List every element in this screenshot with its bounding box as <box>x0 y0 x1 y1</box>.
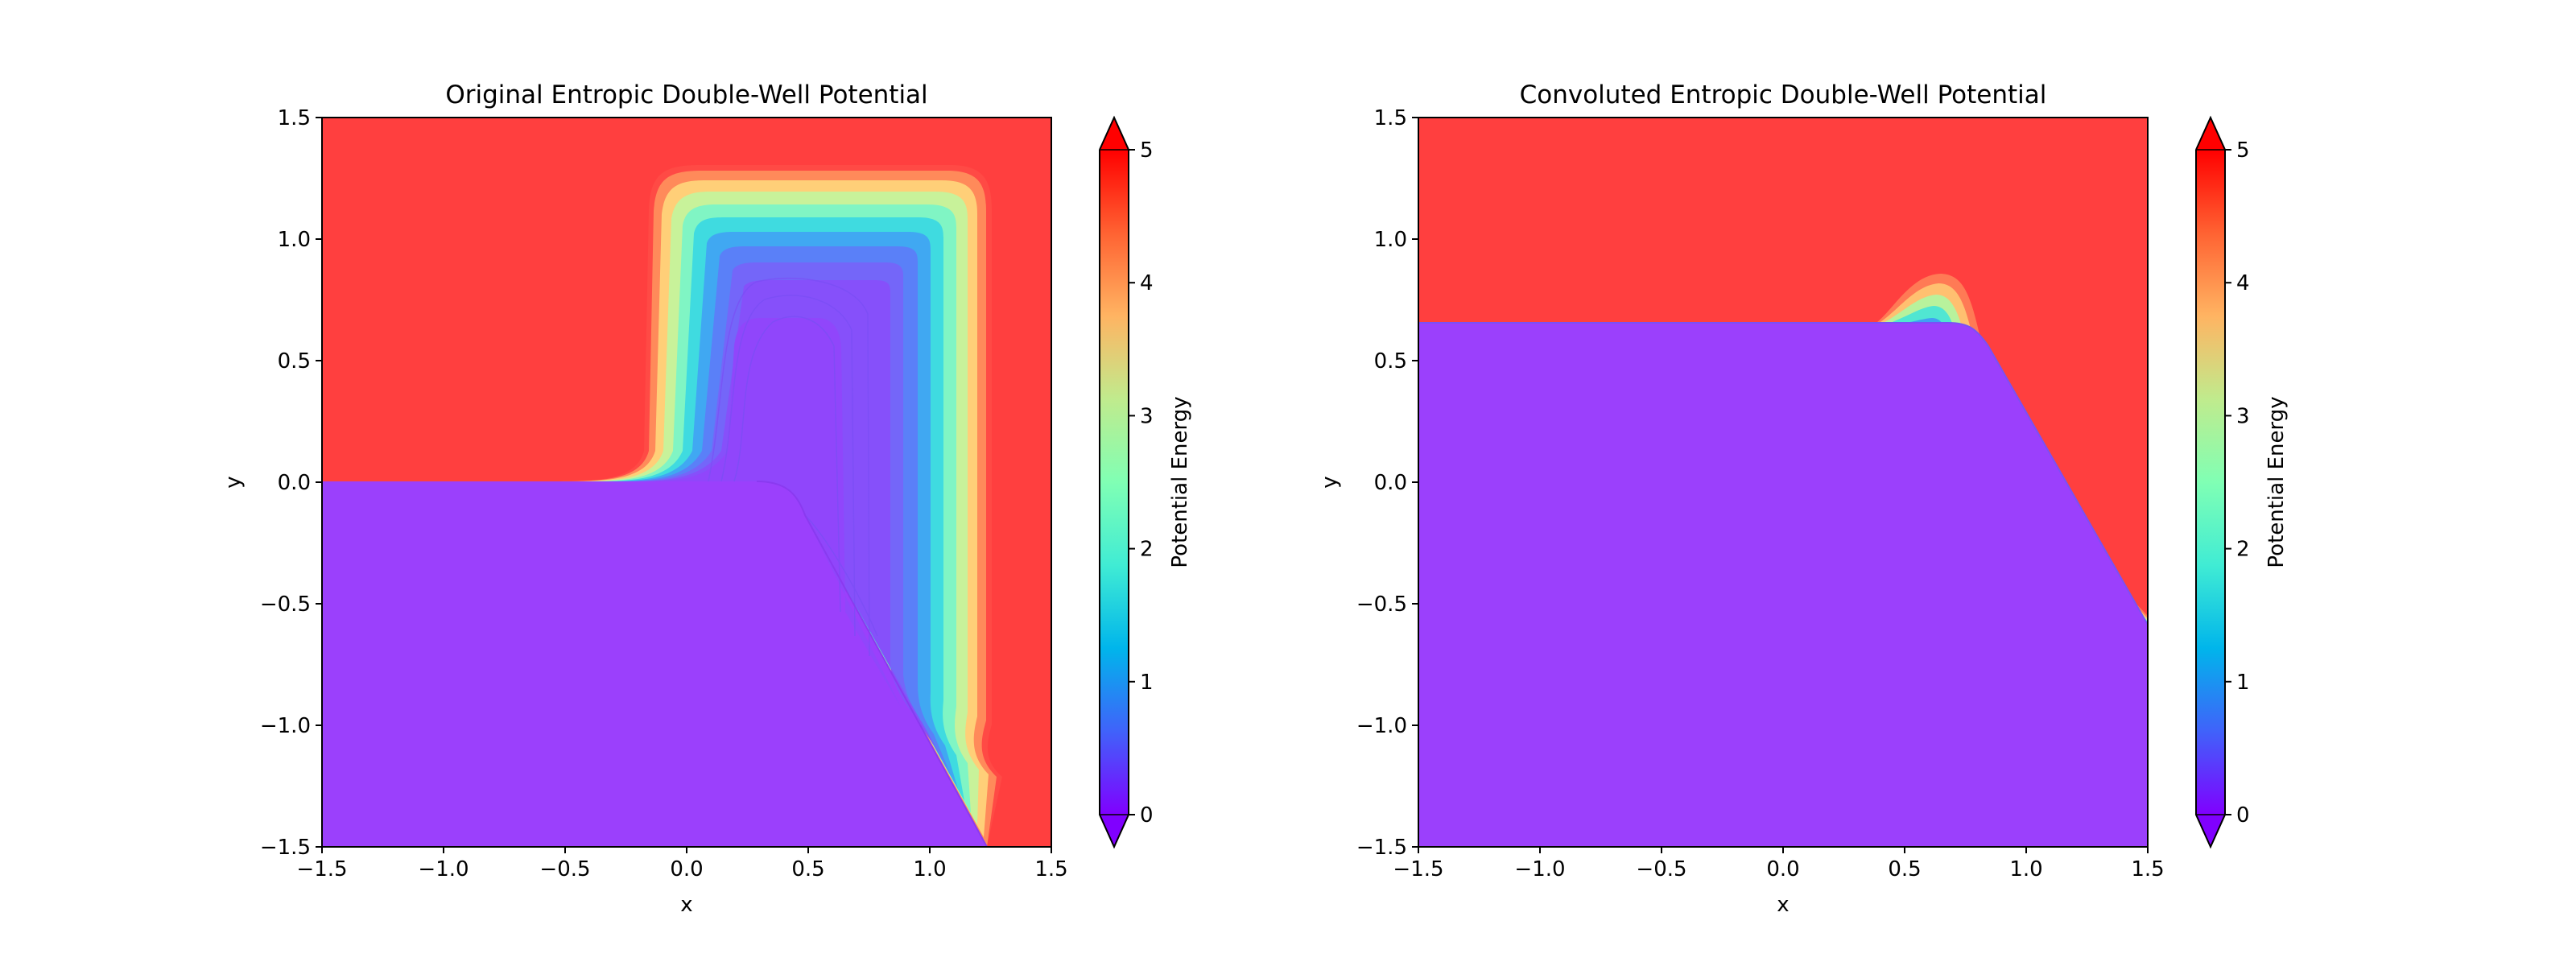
x-tick-label: −1.5 <box>1393 857 1443 881</box>
colorbar-label: Potential Energy <box>1168 396 1192 568</box>
colorbar-tick-label: 4 <box>1140 271 1154 295</box>
y-tick-label: −1.5 <box>1356 836 1407 860</box>
low-energy-region <box>1418 322 2148 847</box>
colorbar-extend-max <box>1098 116 1130 151</box>
plot-area <box>322 118 1051 847</box>
axis-ticks: −1.5 −1.0 −0.5 0.0 0.5 1.0 1.5 −1.5 −1.0 −0.5 0.0 0… <box>1356 106 2165 881</box>
x-tick-label: 1.5 <box>2131 857 2164 881</box>
contour-lines <box>708 277 878 657</box>
x-tick-label: 1.0 <box>913 857 946 881</box>
chart-title: Original Entropic Double-Well Potential <box>445 80 927 109</box>
x-tick-label: 0.0 <box>670 857 703 881</box>
colorbar-extend-min <box>1098 814 1130 848</box>
colorbar-tick-label: 1 <box>2236 671 2250 695</box>
x-tick-label: 0.5 <box>791 857 824 881</box>
colorbar-ticks: 0 1 2 3 4 5 <box>1129 138 1154 828</box>
x-tick-label: 1.0 <box>2009 857 2042 881</box>
x-tick-label: −1.0 <box>1514 857 1565 881</box>
y-tick-label: −1.5 <box>260 836 311 860</box>
axis-ticks: −1.5 −1.0 −0.5 0.0 0.5 1.0 1.5 −1.5 −1.0 −0.5 0.0 0… <box>260 106 1068 881</box>
colorbar-tick-label: 2 <box>2236 538 2250 562</box>
colorbar-extend-max <box>2194 116 2227 151</box>
y-tick-label: −0.5 <box>1356 592 1407 617</box>
plot-area <box>1418 118 2148 847</box>
x-tick-label: 1.5 <box>1034 857 1067 881</box>
colorbar-ticks: 0 1 2 3 4 5 <box>2225 138 2250 828</box>
colorbar-tick-label: 2 <box>1140 538 1154 562</box>
x-tick-label: −0.5 <box>539 857 590 881</box>
x-tick-label: 0.0 <box>1766 857 1799 881</box>
colorbar-tick-label: 5 <box>2236 138 2250 163</box>
y-axis-label: y <box>1318 476 1342 488</box>
colorbar-extend-min <box>2194 814 2227 848</box>
panel-convoluted: Convoluted Entropic Double-Well Potentia… <box>1318 80 2289 917</box>
colorbar-tick-label: 5 <box>1140 138 1154 163</box>
colorbar-gradient <box>2196 150 2225 815</box>
colorbar-gradient <box>1100 150 1129 815</box>
y-tick-label: −1.0 <box>260 714 311 738</box>
colorbar-tick-label: 0 <box>2236 803 2250 828</box>
colorbar-label: Potential Energy <box>2264 396 2289 568</box>
x-tick-label: 0.5 <box>1888 857 1921 881</box>
x-tick-label: −0.5 <box>1636 857 1686 881</box>
x-axis-label: x <box>1777 893 1789 917</box>
y-tick-label: 1.0 <box>1374 228 1407 252</box>
colorbar-tick-label: 4 <box>2236 271 2250 295</box>
colorbar-tick-label: 3 <box>2236 404 2250 428</box>
y-tick-label: 1.5 <box>278 106 311 130</box>
channel-wall <box>756 481 988 847</box>
colorbar: 0 1 2 3 4 5 Potential Energy <box>1098 115 1192 849</box>
chart-title: Convoluted Entropic Double-Well Potentia… <box>1520 80 2047 109</box>
colorbar-tick-label: 3 <box>1140 404 1154 428</box>
channel-contours <box>547 165 1002 847</box>
panel-original: Original Entropic Double-Well Potential <box>221 80 1192 917</box>
y-tick-label: 0.5 <box>278 349 311 374</box>
inner-basin <box>644 318 902 708</box>
y-tick-label: 1.0 <box>278 228 311 252</box>
low-energy-edge <box>1418 322 2148 625</box>
y-tick-label: 0.0 <box>1374 471 1407 495</box>
colorbar-tick-label: 0 <box>1140 803 1154 828</box>
x-tick-label: −1.5 <box>296 857 347 881</box>
y-axis-label: y <box>221 476 246 488</box>
y-tick-label: 0.5 <box>1374 349 1407 374</box>
x-axis-label: x <box>680 893 692 917</box>
y-tick-label: −1.0 <box>1356 714 1407 738</box>
y-tick-label: 0.0 <box>278 471 311 495</box>
colorbar: 0 1 2 3 4 5 Potential Energy <box>2194 115 2289 849</box>
y-tick-label: 1.5 <box>1374 106 1407 130</box>
y-tick-label: −0.5 <box>260 592 311 617</box>
low-energy-region <box>322 481 987 847</box>
x-tick-label: −1.0 <box>418 857 469 881</box>
colorbar-tick-label: 1 <box>1140 671 1154 695</box>
